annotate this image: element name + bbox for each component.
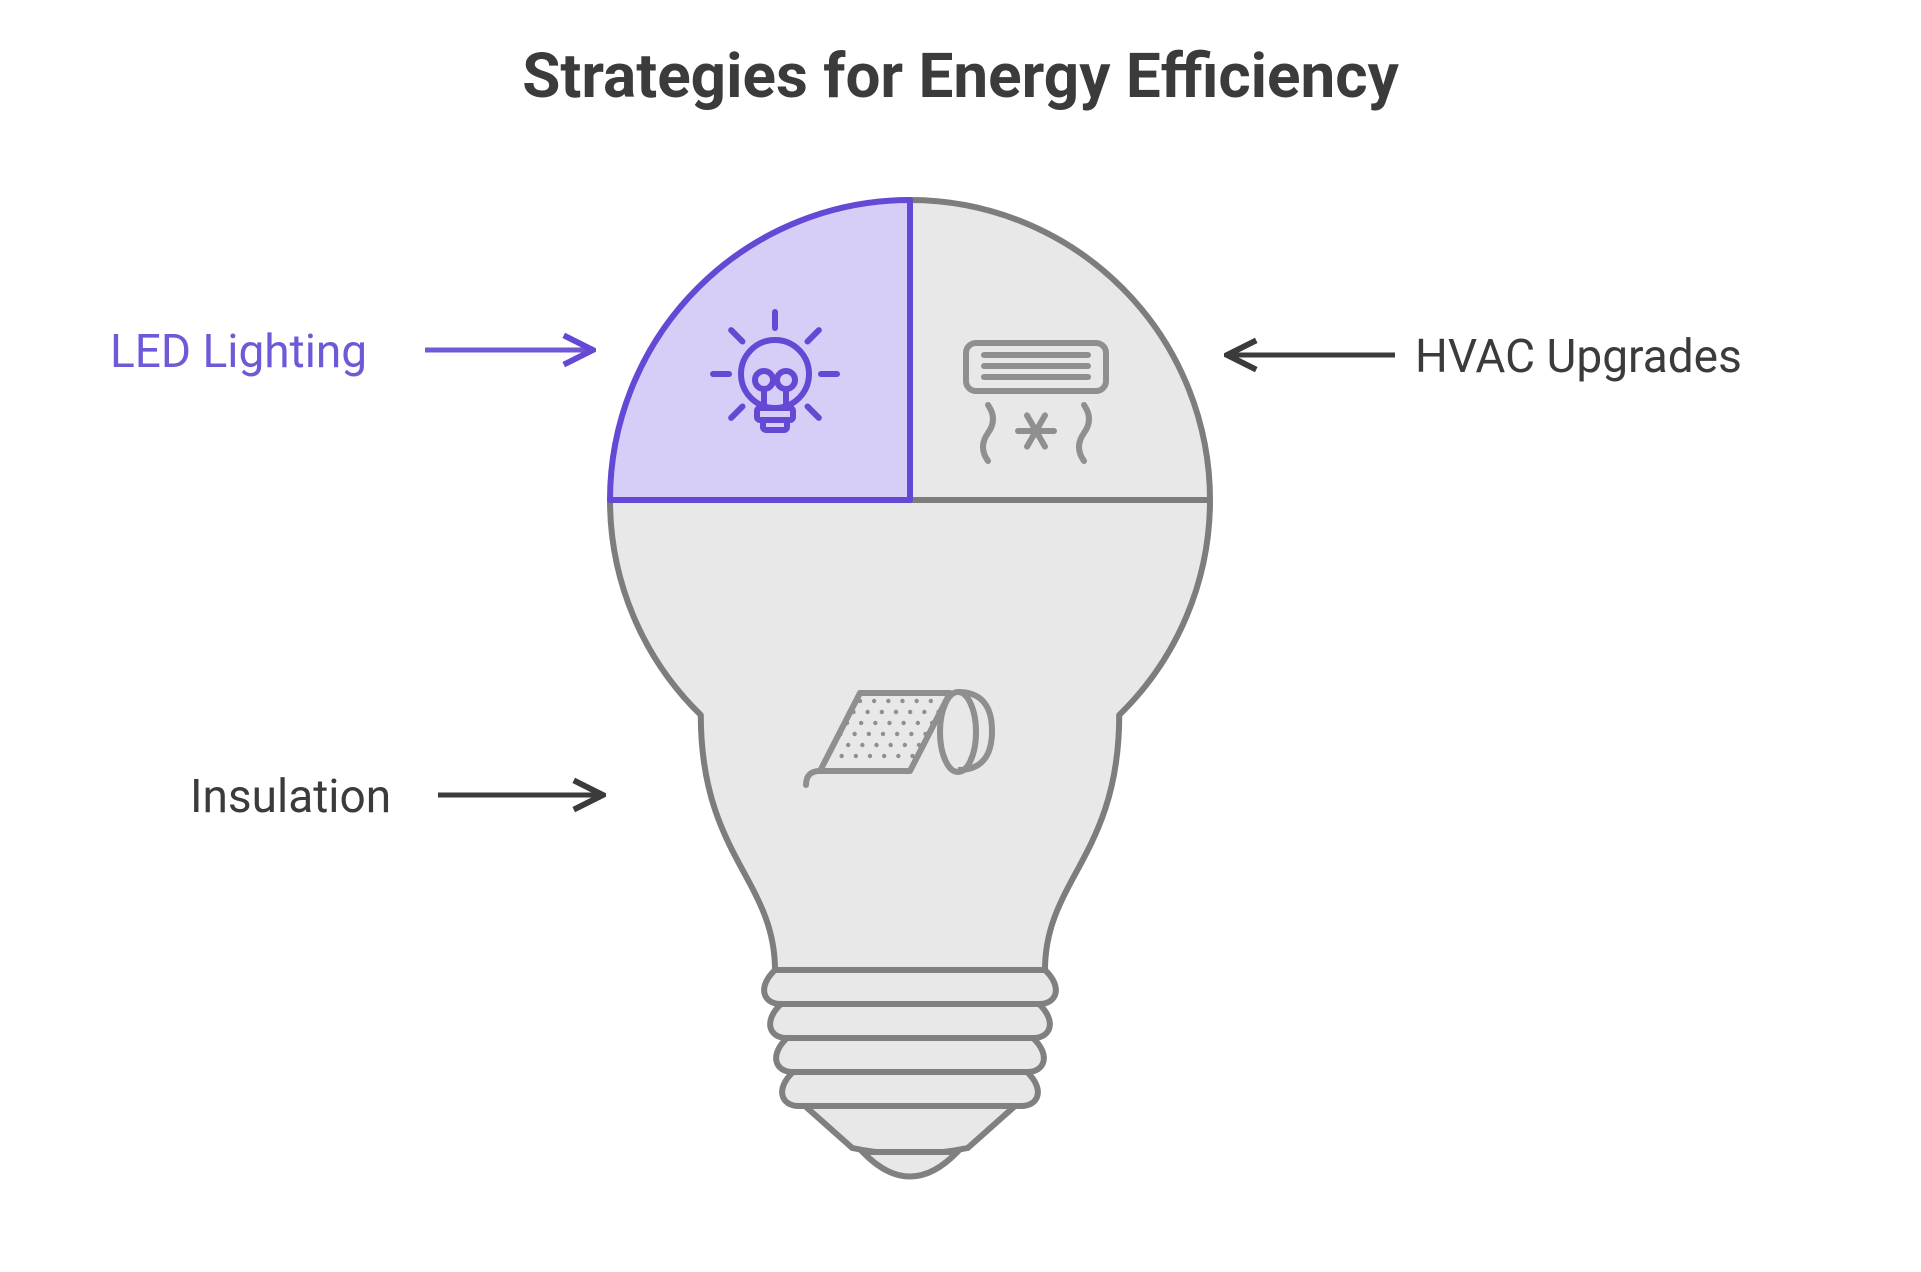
bulb-base: [764, 970, 1056, 1177]
segment-led: [610, 200, 910, 500]
infographic-canvas: Strategies for Energy Efficiency LED Lig…: [0, 0, 1921, 1272]
lightbulb: [610, 200, 1210, 1177]
bulb-diagram: [0, 0, 1921, 1272]
segment-hvac: [910, 200, 1210, 500]
